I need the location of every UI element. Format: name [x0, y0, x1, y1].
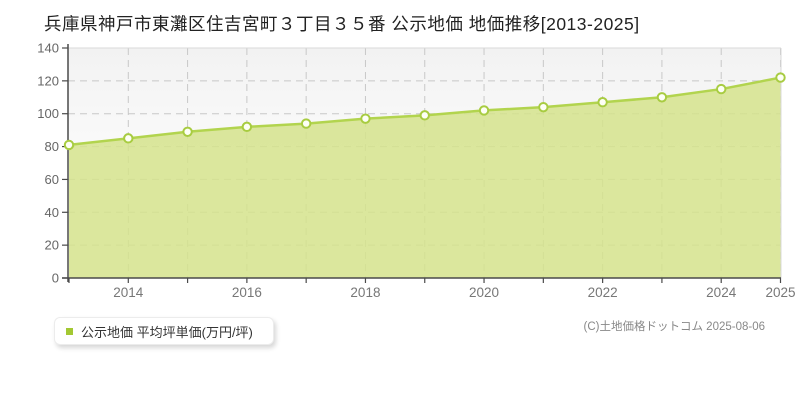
data-points [63, 72, 786, 151]
data-point-2023 [656, 92, 668, 103]
data-point-2019 [419, 110, 430, 121]
y-tick-label: 0 [52, 271, 59, 286]
data-point-2024 [716, 83, 727, 95]
data-point-2014 [123, 133, 134, 144]
x-tick-label: 2025 [765, 285, 795, 300]
data-point-2016 [241, 121, 253, 133]
data-point-2017 [300, 118, 312, 129]
data-point-2025 [775, 72, 786, 83]
legend-series-marker-icon [66, 327, 73, 335]
y-tick-label: 140 [37, 41, 59, 56]
data-point-2018 [360, 113, 371, 124]
y-tick-label: 60 [45, 172, 59, 187]
y-tick-label: 20 [45, 238, 59, 253]
chart-title: 兵庫県神戸市東灘区住吉宮町３丁目３５番 公示地価 地価推移[2013-2025] [44, 14, 640, 34]
legend-series-label: 公示地価 平均坪単価(万円/坪) [81, 324, 253, 340]
x-tick-label: 2018 [350, 285, 380, 300]
y-tick-label: 120 [37, 73, 59, 88]
y-axis-ticks: 0 20 40 60 80 100 120 140 [37, 41, 68, 286]
y-tick-label: 80 [45, 139, 59, 154]
axes [62, 44, 781, 282]
x-tick-label: 2014 [113, 285, 144, 300]
data-point-2022 [597, 97, 608, 108]
x-tick-label: 2024 [706, 285, 737, 300]
legend: 公示地価 平均坪単価(万円/坪) [54, 317, 274, 345]
x-tick-label: 2020 [469, 285, 499, 300]
x-tick-label: 2016 [232, 285, 262, 300]
copyright-text: (C)土地価格ドットコム 2025-08-06 [583, 321, 765, 333]
x-axis-ticks: 2014 2016 2018 2020 2022 2024 2025 [68, 278, 796, 300]
data-point-2015 [182, 126, 193, 137]
y-tick-label: 40 [45, 205, 59, 220]
y-tick-label: 100 [37, 106, 59, 121]
plot-border [68, 47, 782, 278]
data-point-2021 [538, 101, 549, 113]
x-tick-label: 2022 [588, 285, 618, 300]
data-point-2020 [478, 105, 490, 116]
data-point-2013 [63, 139, 75, 151]
